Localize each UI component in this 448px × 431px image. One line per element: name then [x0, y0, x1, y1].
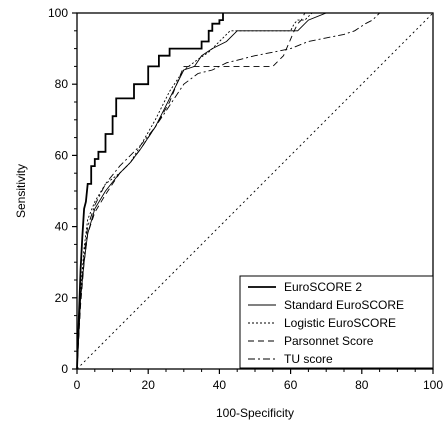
- y-tick-label: 0: [61, 362, 68, 376]
- y-axis-label: Sensitivity: [14, 164, 28, 218]
- y-tick-label: 20: [55, 291, 69, 305]
- x-tick-label: 0: [74, 378, 81, 392]
- x-tick-label: 40: [213, 378, 227, 392]
- legend-label-1: EuroSCORE 2: [284, 280, 362, 294]
- x-tick-label: 20: [142, 378, 156, 392]
- y-tick-label: 40: [55, 220, 69, 234]
- reference-diagonal-line: [76, 12, 434, 370]
- legend: EuroSCORE 2 Standard EuroSCORE Logistic Eu…: [239, 275, 434, 369]
- x-tick-label: 80: [355, 378, 369, 392]
- series-line-4: [76, 12, 306, 370]
- axes-layer: 0 20 40 60 80 100 0 20 40 60 80 100: [48, 6, 443, 392]
- series-line-1: [76, 13, 224, 370]
- series-line-3: [76, 12, 327, 370]
- x-axis-label: 100-Specificity: [216, 406, 294, 420]
- y-tick-label: 100: [48, 6, 68, 20]
- legend-box: [239, 275, 434, 369]
- legend-label-5: TU score: [284, 352, 333, 366]
- x-tick-label: 100: [423, 378, 443, 392]
- series-layer: [76, 12, 434, 370]
- y-tick-label: 80: [55, 77, 69, 91]
- legend-label-2: Standard EuroSCORE: [284, 298, 404, 312]
- y-tick-label: 60: [55, 148, 69, 162]
- legend-label-3: Logistic EuroSCORE: [284, 316, 396, 330]
- x-tick-label: 60: [284, 378, 298, 392]
- legend-label-4: Parsonnet Score: [284, 334, 374, 348]
- series-line-5: [76, 12, 391, 370]
